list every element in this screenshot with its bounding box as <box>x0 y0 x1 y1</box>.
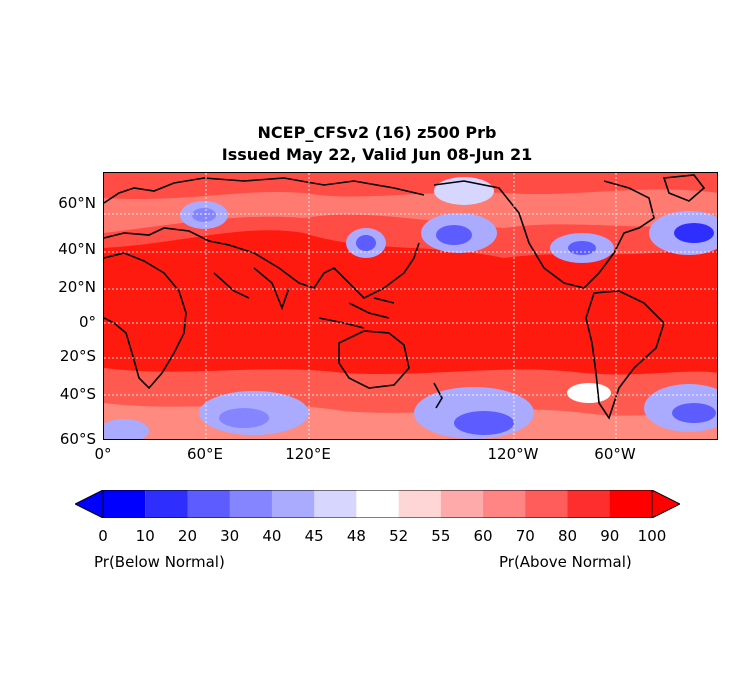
colorbar-tick-label: 0 <box>98 527 108 545</box>
lat-label-20s: 20°S <box>59 347 96 365</box>
lon-label-120w: 120°W <box>487 445 539 463</box>
neutral-area <box>567 383 611 403</box>
coastlines <box>104 174 706 420</box>
coast-australia <box>338 330 410 389</box>
coast-asia-south <box>104 227 420 299</box>
colorbar-segment-6 <box>356 490 400 518</box>
blue-anomaly-natlantic-core <box>674 223 714 243</box>
colorbar-tick-label: 20 <box>177 527 197 545</box>
colorbar-arrow-outline <box>75 490 680 518</box>
coast-south-america <box>585 290 665 420</box>
coast-eurasia-north <box>104 177 425 204</box>
blue-anomaly-npacific-core <box>436 225 472 245</box>
blue-anomaly-satlantic-core <box>672 403 716 423</box>
lon-label-120e: 120°E <box>285 445 331 463</box>
map-subtitle: Issued May 22, Valid Jun 08-Jun 21 <box>221 145 533 164</box>
colorbar-tick-label: 55 <box>431 527 451 545</box>
probability-map <box>103 172 718 440</box>
colorbar-segment-8 <box>440 490 484 518</box>
graticule <box>104 173 717 439</box>
colorbar-tick-label: 90 <box>600 527 620 545</box>
lon-label-60w: 60°W <box>594 445 636 463</box>
lon-label-0: 0° <box>94 445 112 463</box>
blue-anomaly-namerica-core <box>568 241 596 255</box>
colorbar-segment-2 <box>187 490 231 518</box>
blue-anomaly-sindian-core <box>219 408 269 428</box>
colorbar-tick-label: 48 <box>346 527 366 545</box>
map-canvas <box>104 173 717 439</box>
colorbar-segment-0 <box>75 490 146 518</box>
lat-label-60s: 60°S <box>59 430 96 448</box>
colorbar-segment-7 <box>398 490 442 518</box>
colorbar <box>75 490 680 518</box>
colorbar-frame <box>102 490 653 518</box>
colorbar-segment-1 <box>145 490 188 518</box>
colorbar-tick-label: 100 <box>637 527 667 545</box>
colorbar-tick-label: 30 <box>220 527 240 545</box>
colorbar-segment-10 <box>525 490 569 518</box>
blue-anomaly-asia-core <box>356 235 376 251</box>
colorbar-segment-3 <box>229 490 273 518</box>
coast-newzealand <box>433 382 443 409</box>
lat-label-40n: 40°N <box>58 240 96 258</box>
colorbar-tick-label: 60 <box>473 527 493 545</box>
colorbar-segment-12 <box>609 490 680 518</box>
colorbar-segments <box>75 490 680 518</box>
north-highlat-band <box>104 189 717 233</box>
blue-anomaly-europe-core <box>192 208 216 222</box>
lat-label-40s: 40°S <box>59 385 96 403</box>
map-title: NCEP_CFSv2 (16) z500 Prb <box>257 123 497 142</box>
colorbar-tick-label: 80 <box>557 527 578 545</box>
coast-arabia-india <box>213 267 290 311</box>
colorbar-segment-4 <box>271 490 315 518</box>
colorbar-tick-label: 40 <box>262 527 282 545</box>
lat-label-20n: 20°N <box>58 278 96 296</box>
colorbar-segment-11 <box>567 490 611 518</box>
colorbar-tick-label: 70 <box>515 527 535 545</box>
colorbar-segment-5 <box>314 490 357 518</box>
colorbar-tick-label: 52 <box>389 527 409 545</box>
below-normal-label: Pr(Below Normal) <box>94 553 225 571</box>
coast-greenland <box>662 174 706 202</box>
lon-label-60e: 60°E <box>186 445 224 463</box>
coast-north-america <box>433 180 655 289</box>
lat-label-60n: 60°N <box>58 194 96 212</box>
lat-label-0: 0° <box>78 313 96 331</box>
above-normal-label: Pr(Above Normal) <box>499 553 632 571</box>
colorbar-tick-label: 45 <box>304 527 324 545</box>
coast-africa <box>104 252 187 390</box>
colorbar-tick-label: 10 <box>135 527 155 545</box>
blue-anomaly-spacific-core <box>454 411 514 435</box>
colorbar-segment-9 <box>483 490 526 518</box>
blue-anomaly-sw <box>104 419 149 439</box>
